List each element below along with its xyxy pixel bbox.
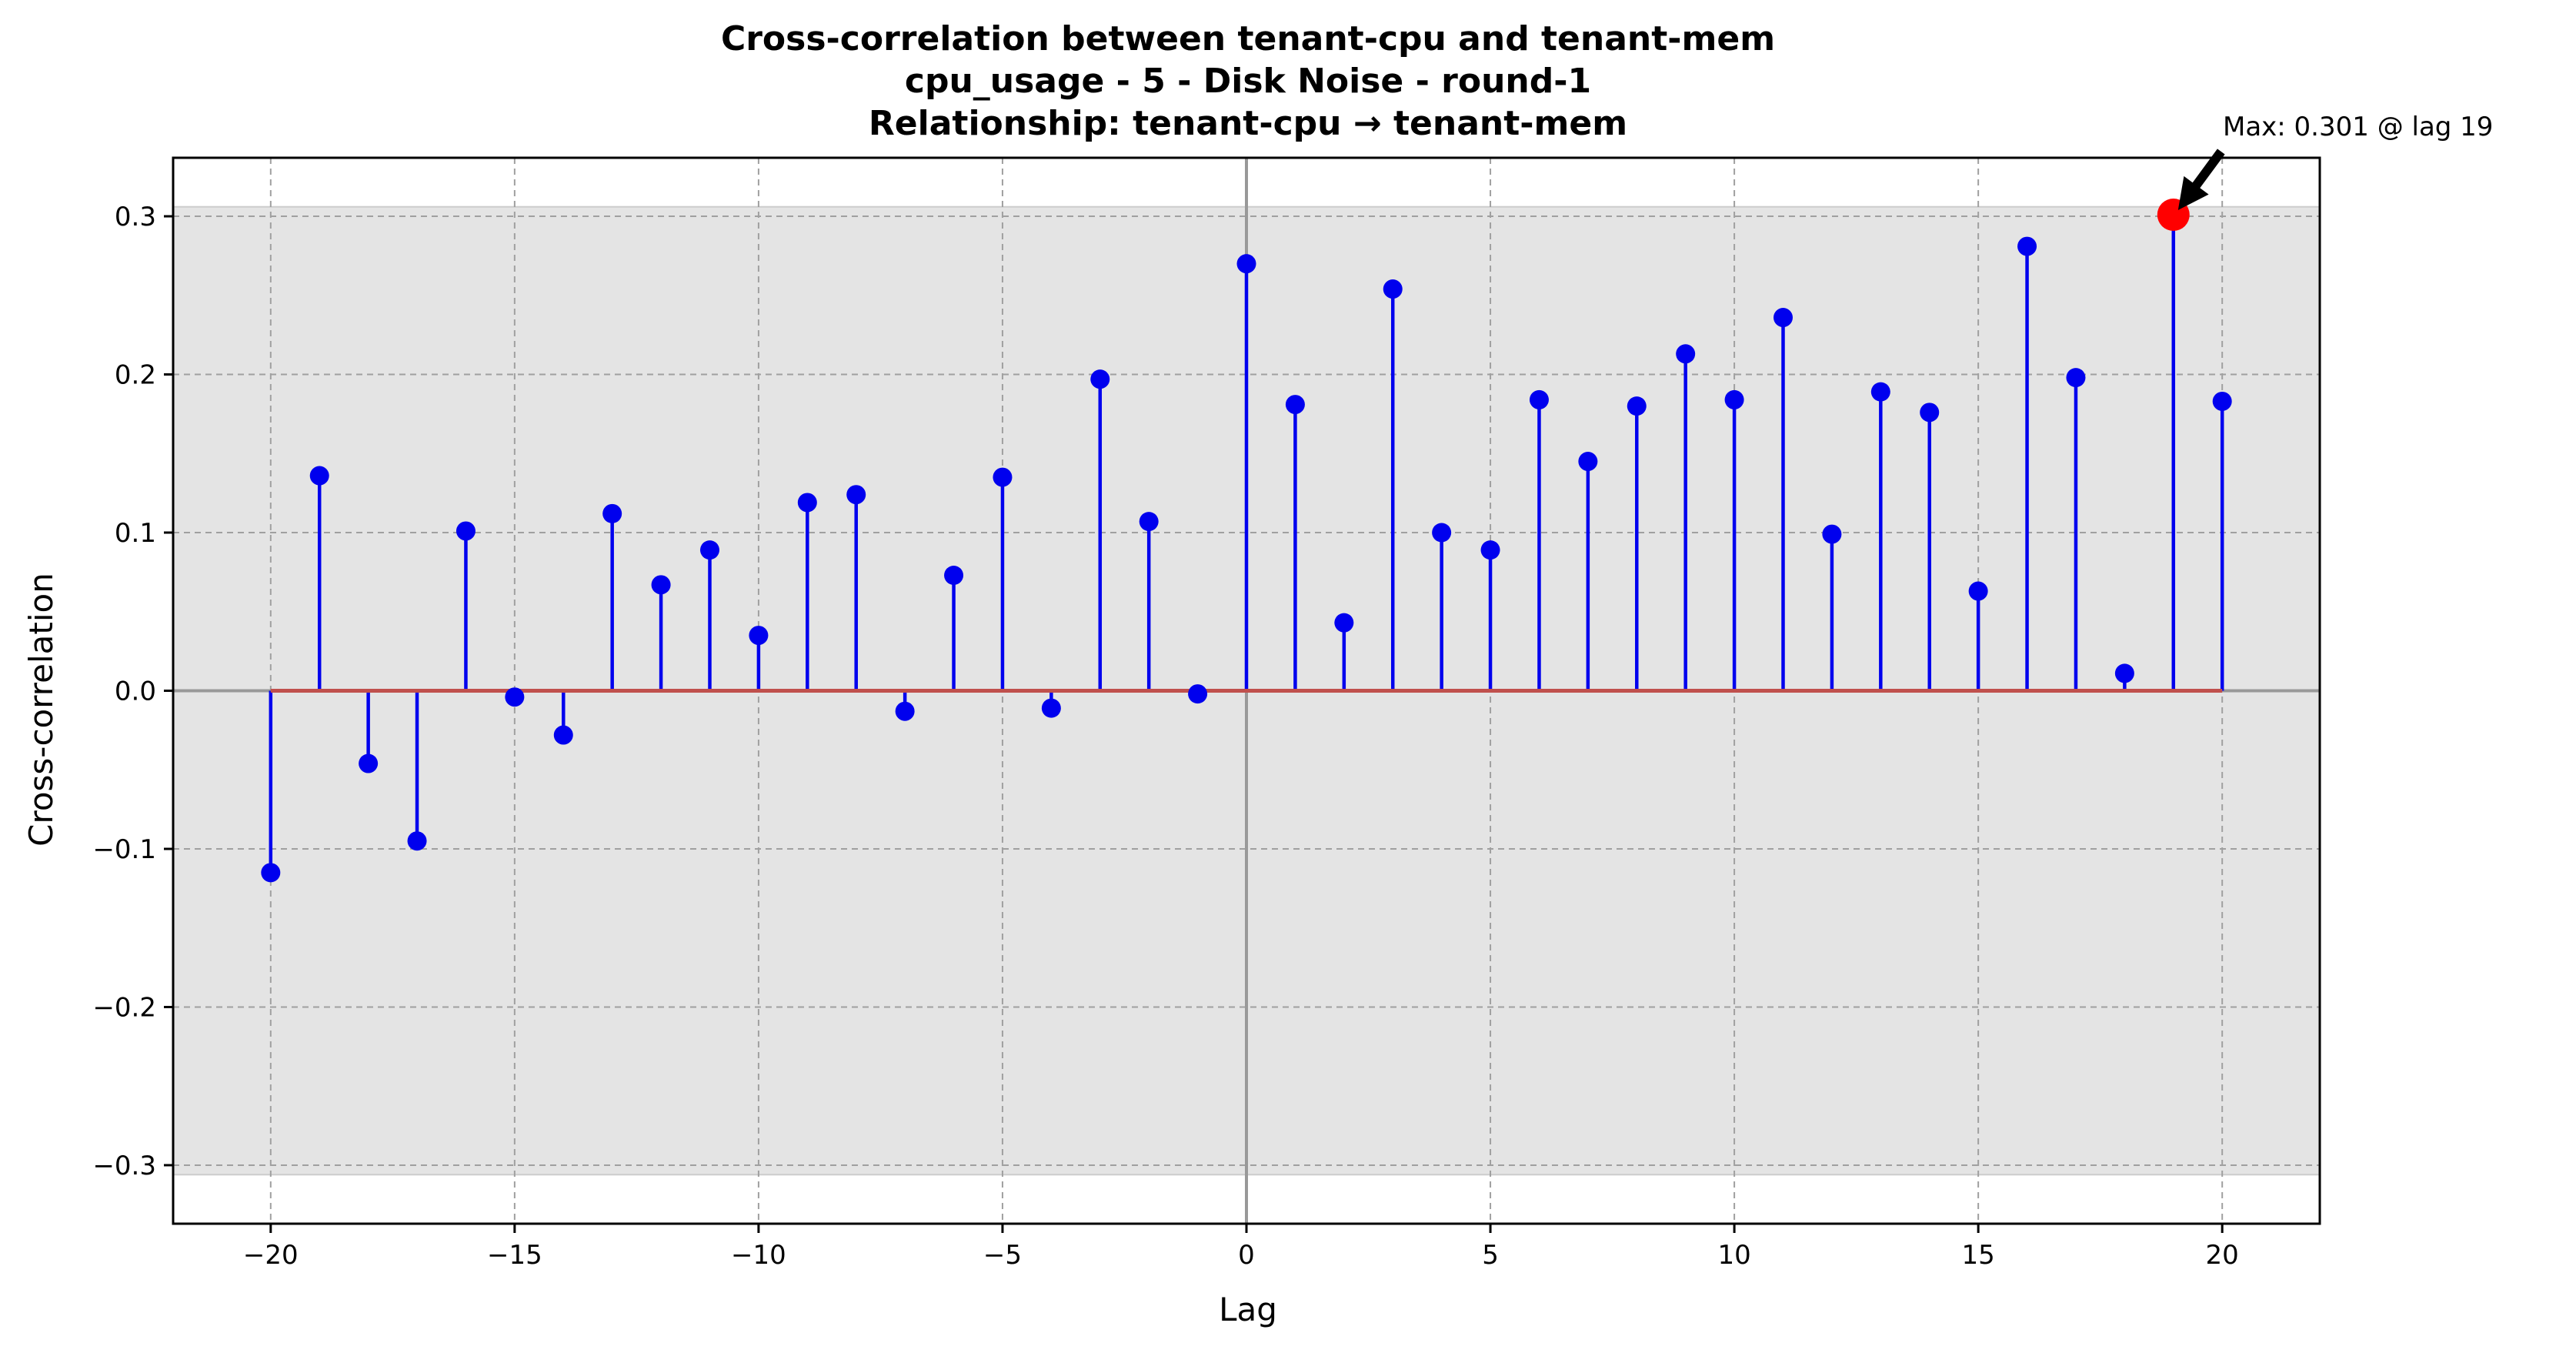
- stem-markers: [261, 205, 2232, 883]
- stem-marker: [1334, 613, 1354, 633]
- stem-marker: [553, 725, 573, 745]
- stem-marker: [651, 575, 671, 595]
- x-tick-label: −15: [487, 1240, 542, 1271]
- stem-marker: [2212, 391, 2232, 411]
- stem-marker: [505, 687, 525, 707]
- stem-marker: [1822, 524, 1842, 544]
- stem-marker: [700, 540, 719, 560]
- y-tick-label: 0.3: [115, 202, 156, 232]
- stem-marker: [1041, 698, 1061, 718]
- stem-marker: [1724, 389, 1744, 409]
- stem-marker: [1870, 382, 1890, 402]
- stem-marker: [1285, 395, 1305, 415]
- title-line-1: Cross-correlation between tenant-cpu and…: [721, 19, 1775, 58]
- stem-marker: [1090, 369, 1110, 389]
- stem-marker: [261, 863, 281, 883]
- x-tick-label: 5: [1482, 1240, 1499, 1271]
- x-tick-label: −5: [983, 1240, 1022, 1271]
- stem-marker: [1627, 396, 1647, 416]
- stem-marker: [2114, 663, 2134, 683]
- stem-marker: [1578, 452, 1598, 472]
- max-annotation: Max: 0.301 @ lag 19: [2177, 112, 2493, 210]
- stem-marker: [359, 753, 379, 773]
- x-tick-label: 0: [1238, 1240, 1255, 1271]
- stem-marker: [895, 701, 915, 721]
- x-tick-label: 20: [2206, 1240, 2239, 1271]
- y-tick-label: −0.3: [92, 1151, 156, 1181]
- stem-marker: [602, 503, 622, 523]
- y-tick-label: −0.2: [92, 992, 156, 1023]
- stem-marker: [797, 493, 817, 513]
- y-axis-ticks: −0.3 −0.2 −0.1 0.0 0.1 0.2 0.3: [92, 202, 173, 1181]
- plot-area: [172, 156, 2321, 1225]
- stem-marker: [944, 565, 964, 585]
- y-tick-label: −0.1: [92, 834, 156, 865]
- stem-marker: [1236, 254, 1256, 274]
- stem-marker: [1920, 403, 1940, 423]
- stem-marker: [1383, 279, 1403, 299]
- stem-marker: [455, 521, 475, 541]
- y-tick-label: 0.1: [115, 518, 156, 549]
- annotation-text: Max: 0.301 @ lag 19: [2223, 112, 2493, 142]
- stem-marker: [846, 485, 866, 505]
- stem-marker: [1139, 512, 1159, 532]
- y-tick-label: 0.2: [115, 360, 156, 391]
- stem-marker: [993, 467, 1013, 487]
- x-tick-label: 10: [1717, 1240, 1750, 1271]
- x-tick-label: 15: [1962, 1240, 1995, 1271]
- stem-marker: [2017, 236, 2037, 256]
- stem-marker: [2066, 368, 2086, 388]
- annotation-arrow-icon: [2177, 149, 2225, 210]
- stem-marker: [309, 466, 329, 486]
- x-tick-label: −20: [243, 1240, 299, 1271]
- y-tick-label: 0.0: [115, 676, 156, 707]
- chart-title: Cross-correlation between tenant-cpu and…: [721, 19, 1775, 143]
- x-axis-label: Lag: [1219, 1291, 1277, 1328]
- title-line-3: Relationship: tenant-cpu → tenant-mem: [869, 104, 1627, 143]
- stem-marker: [1480, 540, 1500, 560]
- stem-marker: [407, 831, 427, 851]
- x-tick-label: −10: [731, 1240, 786, 1271]
- stem-marker: [1188, 684, 1208, 704]
- x-axis-ticks: −20 −15 −10 −5 0 5 10 15 20: [243, 1224, 2239, 1271]
- stem-marker: [1968, 581, 1988, 601]
- stem-marker: [749, 626, 769, 646]
- title-line-2: cpu_usage - 5 - Disk Noise - round-1: [905, 62, 1591, 101]
- stem-marker: [1676, 344, 1696, 364]
- stem-marker: [1432, 523, 1452, 543]
- y-axis-label: Cross-correlation: [22, 573, 60, 847]
- stem-marker: [1774, 308, 1793, 328]
- stem-marker: [1529, 389, 1549, 409]
